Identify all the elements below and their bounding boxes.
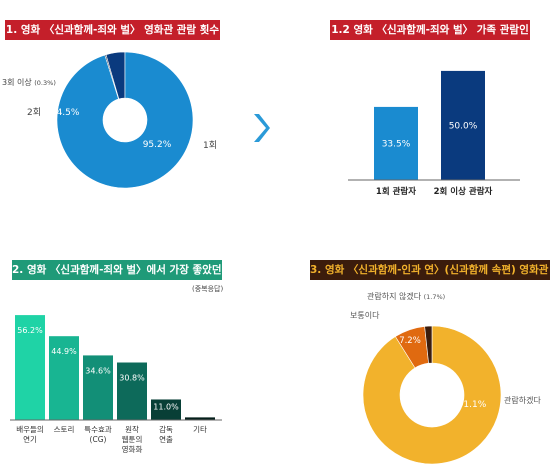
bar [441, 70, 485, 180]
viewing-count-donut-chart: 95.2% 4.5% 1회 2회 3회 이상 (0.3%) [2, 51, 217, 189]
slice-category-label: 1회 [203, 140, 217, 151]
bar-value-label: 44.9% [51, 347, 77, 356]
slice-category-label: 관람하겠다 [504, 395, 541, 405]
x-tick-label: 웹툰의 [122, 434, 143, 444]
x-tick-label: 기타 [193, 425, 207, 434]
bar [15, 315, 45, 420]
x-tick-label: 연기 [23, 435, 37, 444]
multiple-response-note: (중복응답) [192, 285, 224, 293]
bar-value-label: 1.4% [190, 420, 211, 429]
x-tick-label: 감독 [159, 424, 173, 434]
chevron-right-icon [254, 114, 270, 142]
bar [374, 106, 418, 180]
chart2-title: 2. 영화 〈신과함께-죄와 벌〉에서 가장 좋았던 점 [12, 260, 222, 280]
bar [49, 336, 79, 420]
bar [151, 399, 181, 420]
bar-value-label: 33.5% [382, 139, 411, 149]
donut-slice [56, 51, 194, 189]
slice-category-label: 관람하지 않겠다 (1.7%) [367, 291, 445, 301]
bar [185, 417, 215, 420]
x-tick-label: 원작 [125, 424, 139, 434]
x-tick-label: 2회 이상 관람자 [434, 186, 493, 197]
bar [117, 362, 147, 420]
x-tick-label: 스토리 [54, 425, 75, 434]
slice-value-label: 91.1% [458, 400, 487, 410]
x-tick-label: 배우들의 [16, 424, 44, 434]
x-tick-label: 영화화 [122, 444, 143, 454]
family-viewers-bar-chart: 33.5% 1회 관람자 50.0% 2회 이상 관람자 [348, 70, 520, 197]
bar [83, 355, 113, 420]
chart1-title: 1. 영화 〈신과함께-죄와 벌〉 영화관 관람 횟수 [5, 20, 220, 40]
bar-value-label: 11.0% [153, 402, 179, 411]
x-tick-label: 연출 [159, 434, 173, 444]
slice-category-label: 보통이다 [350, 310, 380, 320]
sequel-intent-donut-chart: 91.1% 7.2% 관람하겠다 보통이다 관람하지 않겠다 (1.7%) [350, 291, 541, 465]
slice-value-label: 7.2% [399, 336, 421, 346]
chart3-title: 3. 영화 〈신과함께-인과 연〉(신과함께 속편) 영화관 관람 의향 [310, 260, 550, 280]
bar-value-label: 34.6% [85, 366, 111, 375]
slice-value-label: 4.5% [57, 108, 80, 118]
x-tick-label: 특수효과 [84, 425, 112, 434]
x-tick-label: 1회 관람자 [376, 186, 416, 197]
slice-value-label: 95.2% [143, 140, 172, 150]
slice-category-label: 2회 [27, 107, 41, 118]
donut-slice [362, 325, 502, 465]
donut-slice [424, 325, 433, 364]
bar-value-label: 56.2% [17, 326, 43, 335]
bar-value-label: 50.0% [449, 121, 478, 131]
bar-value-label: 30.8% [119, 374, 145, 383]
x-tick-label: (CG) [90, 435, 107, 444]
chart12-title: 1.2 영화 〈신과함께-죄와 벌〉 가족 관람인 [330, 20, 530, 40]
slice-category-label: 3회 이상 (0.3%) [2, 77, 56, 87]
